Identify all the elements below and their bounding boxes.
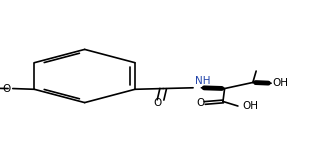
Text: O: O <box>3 84 11 93</box>
Text: NH: NH <box>195 76 210 86</box>
Text: O: O <box>154 98 162 108</box>
Text: OH: OH <box>273 78 289 88</box>
Text: O: O <box>196 98 205 108</box>
Text: OH: OH <box>242 102 258 111</box>
